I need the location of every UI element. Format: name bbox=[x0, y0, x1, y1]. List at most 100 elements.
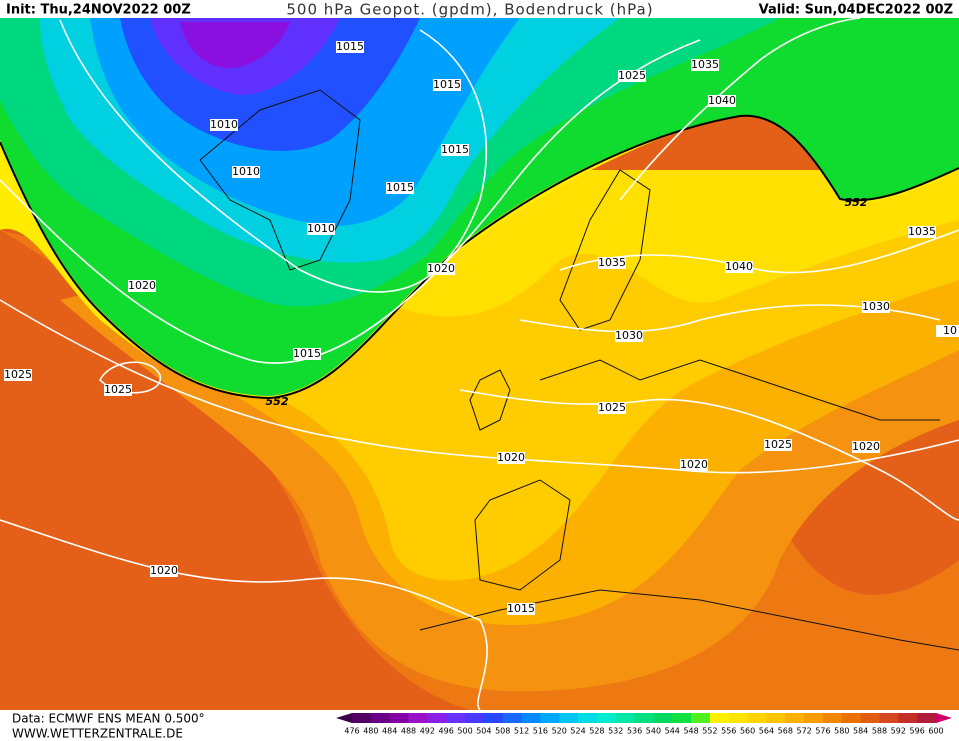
isobar-label-box bbox=[507, 603, 535, 615]
colorbar-label: 488 bbox=[401, 727, 416, 736]
colorbar-label: 532 bbox=[608, 727, 623, 736]
colorbar-label: 480 bbox=[363, 727, 378, 736]
isobar-label-box bbox=[725, 261, 753, 273]
colorbar-segment bbox=[559, 713, 579, 723]
valid-time: Valid: Sun,04DEC2022 00Z bbox=[759, 3, 953, 18]
isobar bbox=[619, 17, 861, 201]
colorbar-label: 560 bbox=[740, 727, 755, 736]
isobar-label: 1015 bbox=[386, 181, 414, 194]
colorbar-label: 500 bbox=[457, 727, 472, 736]
colorbar-label: 564 bbox=[759, 727, 774, 736]
isobar-label-box bbox=[293, 348, 321, 360]
colorbar-label: 524 bbox=[570, 727, 585, 736]
colorbar-label: 580 bbox=[834, 727, 849, 736]
coast-scandinavia bbox=[559, 169, 651, 331]
isobar-label-box bbox=[691, 59, 719, 71]
colorbar-segment bbox=[408, 713, 428, 723]
isobar-label-box bbox=[210, 119, 238, 131]
isobar-label-box bbox=[862, 301, 890, 313]
isobar-label: 552 bbox=[266, 395, 289, 408]
isobar-label-box bbox=[104, 384, 132, 396]
colorbar-label: 512 bbox=[514, 727, 529, 736]
coast-europe bbox=[539, 359, 940, 421]
colorbar-label: 544 bbox=[665, 727, 680, 736]
isobar-label: 1020 bbox=[150, 564, 178, 577]
isobar-label: 1035 bbox=[691, 58, 719, 71]
colorbar-label: 516 bbox=[533, 727, 548, 736]
isobar-label-box bbox=[128, 280, 156, 292]
isobar-label-box bbox=[427, 263, 455, 275]
site-name: WWW.WETTERZENTRALE.DE bbox=[12, 727, 183, 741]
colorbar-segment bbox=[747, 713, 767, 723]
colorbar-label: 484 bbox=[382, 727, 397, 736]
isobar-label: 1025 bbox=[4, 368, 32, 381]
coast-africa bbox=[419, 589, 959, 651]
colorbar-label: 508 bbox=[495, 727, 510, 736]
colorbar-segment bbox=[728, 713, 749, 723]
isobar-label-box bbox=[598, 257, 626, 269]
isobar-label: 1010 bbox=[307, 222, 335, 235]
isobar bbox=[0, 299, 959, 474]
colorbar-label: 596 bbox=[910, 727, 925, 736]
isobar-label-box bbox=[852, 441, 880, 453]
isobar-label-box bbox=[232, 166, 260, 178]
isobar-label: 1015 bbox=[336, 40, 364, 53]
isobar-label-box bbox=[908, 226, 936, 238]
coast-britain bbox=[469, 369, 511, 431]
isobar-label: 1025 bbox=[764, 438, 792, 451]
colorbar-label: 496 bbox=[439, 727, 454, 736]
isobar-label-box bbox=[936, 325, 959, 337]
colorbar-label: 476 bbox=[344, 727, 359, 736]
isobar-label-box bbox=[680, 459, 708, 471]
init-time: Init: Thu,24NOV2022 00Z bbox=[6, 3, 191, 18]
colorbar-label: 552 bbox=[702, 727, 717, 736]
isobar-label: 1015 bbox=[507, 602, 535, 615]
isobar-label-box bbox=[150, 565, 178, 577]
isobar-label: 1010 bbox=[232, 165, 260, 178]
colorbar-label: 588 bbox=[872, 727, 887, 736]
isobar-label: 1025 bbox=[618, 69, 646, 82]
isobar-label: 1025 bbox=[104, 383, 132, 396]
map-title: 500 hPa Geopot. (gpdm), Bodendruck (hPa) bbox=[286, 1, 653, 19]
colorbar-label: 520 bbox=[552, 727, 567, 736]
colorbar-segment bbox=[465, 713, 485, 723]
isobar-label: 10 bbox=[943, 324, 957, 337]
isobar-label-box bbox=[708, 95, 736, 107]
colorbar: 476 480 484 488 492 496 500 504 508 512 516 520 524 5… bbox=[336, 713, 952, 736]
colorbar-segment bbox=[709, 713, 730, 723]
isobar-label: 1020 bbox=[852, 440, 880, 453]
colorbar-label: 556 bbox=[721, 727, 736, 736]
isobar bbox=[0, 519, 488, 711]
colorbar-label: 536 bbox=[627, 727, 642, 736]
colorbar-segment bbox=[860, 713, 880, 723]
colorbar-segment bbox=[766, 713, 786, 723]
colorbar-segment bbox=[841, 713, 862, 723]
isobar-label: 1030 bbox=[862, 300, 890, 313]
isobar-label: 1040 bbox=[725, 260, 753, 273]
isobar-label: 1035 bbox=[598, 256, 626, 269]
colorbar-arrow bbox=[336, 713, 352, 723]
isobar-label-box bbox=[615, 330, 643, 342]
isobar-label: 1020 bbox=[128, 279, 156, 292]
colorbar-segment bbox=[879, 713, 899, 723]
colorbar-segment bbox=[804, 713, 824, 723]
isobar-label: 1015 bbox=[433, 78, 461, 91]
data-source: Data: ECMWF ENS MEAN 0.500° bbox=[12, 712, 205, 726]
isobar-label: 1040 bbox=[708, 94, 736, 107]
colorbar-segment bbox=[672, 713, 692, 723]
colorbar-label: 528 bbox=[589, 727, 604, 736]
colorbar-segment bbox=[370, 713, 391, 723]
colorbar-segment bbox=[521, 713, 541, 723]
colorbar-segment bbox=[785, 713, 805, 723]
colorbar-segment bbox=[427, 713, 447, 723]
colorbar-label: 600 bbox=[928, 727, 943, 736]
colorbar-segment bbox=[822, 713, 843, 723]
isobar-label-box bbox=[764, 439, 792, 451]
isobar bbox=[459, 389, 959, 521]
isobar-label: 1020 bbox=[680, 458, 708, 471]
isobar-label: 1015 bbox=[441, 143, 469, 156]
isobar-label-box bbox=[336, 41, 364, 53]
colorbar-label: 592 bbox=[891, 727, 906, 736]
